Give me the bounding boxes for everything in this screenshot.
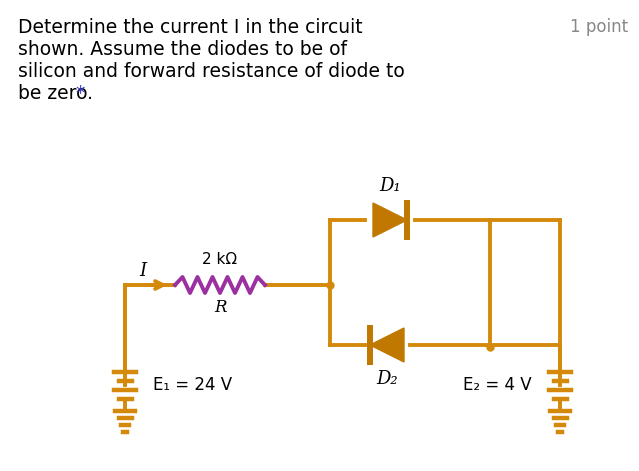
Text: I: I [139, 262, 146, 280]
Text: silicon and forward resistance of diode to: silicon and forward resistance of diode … [18, 62, 404, 81]
Text: D₂: D₂ [376, 370, 398, 388]
Text: E₁ = 24 V: E₁ = 24 V [153, 376, 232, 394]
Text: R: R [214, 299, 226, 316]
Text: 2 kΩ: 2 kΩ [203, 252, 238, 267]
Text: shown. Assume the diodes to be of: shown. Assume the diodes to be of [18, 40, 347, 59]
Polygon shape [373, 203, 407, 237]
Text: E₂ = 4 V: E₂ = 4 V [463, 376, 532, 394]
Text: *: * [75, 84, 84, 103]
Text: 1 point: 1 point [570, 18, 628, 36]
Text: Determine the current I in the circuit: Determine the current I in the circuit [18, 18, 362, 37]
Text: D₁: D₁ [379, 177, 401, 195]
Text: be zero.: be zero. [18, 84, 93, 103]
Polygon shape [370, 328, 404, 362]
